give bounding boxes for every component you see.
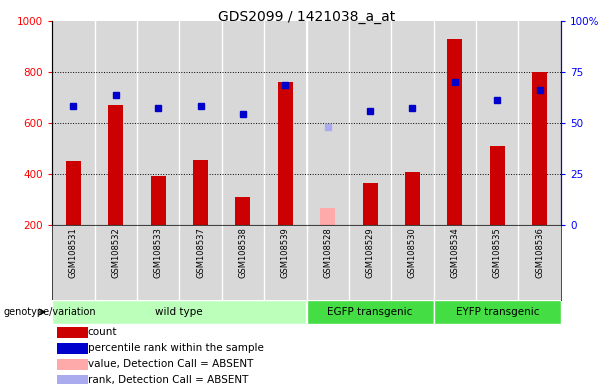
Text: GSM108529: GSM108529 bbox=[365, 227, 375, 278]
Bar bbox=[151, 176, 166, 225]
Text: GDS2099 / 1421038_a_at: GDS2099 / 1421038_a_at bbox=[218, 10, 395, 23]
Bar bbox=[447, 39, 462, 225]
Text: GSM108535: GSM108535 bbox=[493, 227, 502, 278]
Bar bbox=[193, 160, 208, 225]
Bar bbox=[391, 21, 433, 225]
Bar bbox=[405, 172, 420, 225]
Text: GSM108536: GSM108536 bbox=[535, 227, 544, 278]
Text: GSM108533: GSM108533 bbox=[154, 227, 162, 278]
Text: GSM108538: GSM108538 bbox=[238, 227, 248, 278]
Bar bbox=[264, 21, 306, 225]
Text: GSM108528: GSM108528 bbox=[323, 227, 332, 278]
Bar bbox=[434, 300, 561, 324]
Bar bbox=[137, 21, 180, 225]
Bar bbox=[278, 82, 293, 225]
Text: GSM108534: GSM108534 bbox=[451, 227, 459, 278]
Text: value, Detection Call = ABSENT: value, Detection Call = ABSENT bbox=[88, 359, 253, 369]
Bar bbox=[52, 21, 94, 225]
Bar bbox=[66, 161, 81, 225]
Bar bbox=[476, 21, 519, 225]
Bar bbox=[94, 21, 137, 225]
Text: genotype/variation: genotype/variation bbox=[3, 307, 96, 317]
Bar bbox=[363, 183, 378, 225]
Text: EGFP transgenic: EGFP transgenic bbox=[327, 307, 413, 317]
Bar bbox=[222, 21, 264, 225]
Bar bbox=[434, 21, 476, 225]
Bar bbox=[52, 300, 306, 324]
Bar bbox=[306, 21, 349, 225]
Text: percentile rank within the sample: percentile rank within the sample bbox=[88, 343, 264, 353]
Bar bbox=[532, 72, 547, 225]
Bar bbox=[490, 146, 504, 225]
Text: rank, Detection Call = ABSENT: rank, Detection Call = ABSENT bbox=[88, 376, 248, 384]
Bar bbox=[235, 197, 250, 225]
Text: wild type: wild type bbox=[156, 307, 203, 317]
Bar bbox=[179, 21, 222, 225]
Text: GSM108539: GSM108539 bbox=[281, 227, 290, 278]
Text: count: count bbox=[88, 327, 117, 337]
Bar bbox=[57, 375, 88, 384]
Text: GSM108530: GSM108530 bbox=[408, 227, 417, 278]
Bar bbox=[57, 359, 88, 370]
Bar bbox=[57, 327, 88, 338]
Bar bbox=[349, 21, 391, 225]
Text: GSM108531: GSM108531 bbox=[69, 227, 78, 278]
Bar bbox=[306, 300, 434, 324]
Text: EYFP transgenic: EYFP transgenic bbox=[455, 307, 539, 317]
Bar bbox=[57, 343, 88, 354]
Bar bbox=[519, 21, 561, 225]
Bar bbox=[320, 208, 335, 225]
Bar bbox=[109, 105, 123, 225]
Text: GSM108537: GSM108537 bbox=[196, 227, 205, 278]
Text: GSM108532: GSM108532 bbox=[111, 227, 120, 278]
